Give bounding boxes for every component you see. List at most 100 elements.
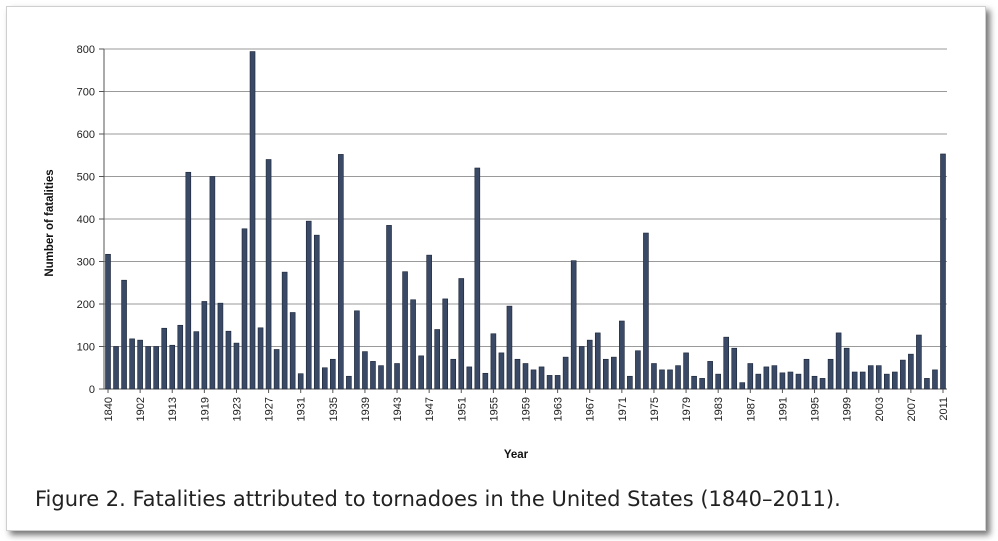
bar	[715, 373, 721, 390]
bar	[273, 349, 280, 390]
bar	[201, 301, 208, 390]
tornado-fatalities-chart: 0 100 200 300 400 500 600 700 800 1840 1902 1913 191…	[44, 44, 950, 461]
bar	[297, 373, 304, 390]
bar	[225, 330, 232, 390]
bar	[249, 51, 256, 390]
bar	[305, 220, 312, 390]
x-tick-label: 1959	[521, 397, 533, 421]
bar	[795, 373, 802, 390]
bar	[763, 366, 770, 390]
bar	[739, 382, 746, 390]
bar	[105, 253, 111, 390]
bar	[466, 366, 473, 390]
bar	[651, 363, 657, 390]
x-tick-label: 1963	[553, 397, 565, 421]
bar	[434, 329, 440, 390]
x-tick-label: 1971	[617, 397, 629, 421]
x-tick-label: 1939	[360, 397, 372, 421]
bar	[747, 363, 754, 390]
x-tick-label: 1935	[328, 397, 340, 421]
bar	[442, 298, 449, 390]
bar	[691, 375, 697, 390]
bar	[819, 378, 826, 390]
bar	[827, 358, 834, 390]
y-tick-label: 800	[77, 44, 95, 56]
bar	[370, 361, 376, 390]
x-axis-label: Year	[504, 449, 529, 461]
bar	[723, 336, 730, 390]
x-tick-label: 1947	[424, 397, 436, 421]
figure-caption: Figure 2. Fatalities attributed to torna…	[35, 487, 841, 511]
bar	[265, 159, 272, 390]
bars	[105, 51, 946, 390]
x-tick-label: 1991	[777, 397, 789, 421]
bar	[900, 359, 906, 390]
bar	[940, 153, 946, 390]
bar	[289, 312, 296, 390]
bar	[121, 279, 127, 390]
bar	[338, 154, 344, 390]
bar	[659, 369, 665, 390]
bar	[402, 271, 408, 390]
bar	[378, 365, 384, 390]
bar	[883, 373, 890, 390]
bar	[578, 346, 585, 390]
bar	[458, 278, 465, 390]
bar	[875, 365, 882, 390]
x-tick-label: 1979	[681, 397, 693, 421]
bar	[867, 365, 874, 390]
x-tick-label: 1955	[488, 397, 500, 421]
bar	[859, 371, 866, 390]
axes: 0 100 200 300 400 500 600 700 800 1840 1902 1913 191…	[77, 44, 950, 421]
y-tick-label: 0	[89, 384, 95, 396]
bar	[281, 271, 288, 390]
bar	[177, 324, 184, 390]
bar	[667, 369, 673, 390]
bar	[627, 375, 633, 390]
bar	[779, 372, 786, 390]
bar	[546, 375, 553, 390]
y-tick-label: 400	[77, 214, 95, 226]
bar	[426, 254, 432, 390]
bar	[787, 371, 794, 390]
x-tick-label: 1913	[167, 397, 179, 421]
y-tick-label: 100	[77, 342, 95, 354]
bar	[321, 367, 328, 390]
y-tick-label: 500	[77, 172, 95, 184]
y-tick-label: 600	[77, 129, 95, 141]
bar	[498, 352, 505, 390]
bar	[619, 320, 625, 390]
x-tick-label: 2007	[906, 397, 918, 421]
bar	[771, 365, 778, 390]
bar	[169, 344, 176, 390]
x-tick-label: 1927	[264, 397, 276, 421]
x-tick-label: 2003	[874, 397, 886, 421]
bar	[346, 375, 352, 390]
bar	[362, 351, 368, 390]
y-tick-label: 200	[77, 299, 95, 311]
x-tick-label: 1951	[456, 397, 468, 421]
bar	[908, 353, 914, 390]
y-tick-label: 300	[77, 257, 95, 269]
bar	[635, 350, 641, 390]
bar	[611, 356, 617, 390]
x-tick-label: 1987	[745, 397, 757, 421]
bar	[924, 378, 930, 390]
bar	[554, 375, 561, 390]
bar	[835, 332, 842, 390]
bar	[193, 331, 200, 390]
bar	[410, 299, 416, 390]
bar	[129, 338, 135, 390]
bar	[811, 375, 818, 390]
bar	[803, 358, 810, 390]
x-tick-label: 1995	[810, 397, 822, 421]
bar	[474, 167, 481, 390]
bar	[602, 358, 609, 390]
x-tick-label: 1999	[842, 397, 854, 421]
x-tick-label: 1975	[649, 397, 661, 421]
bar	[185, 171, 192, 390]
bar	[843, 347, 850, 390]
y-axis-label: Number of fatalities	[44, 169, 56, 276]
x-tick-label: 1967	[585, 397, 597, 421]
bar	[354, 310, 360, 390]
